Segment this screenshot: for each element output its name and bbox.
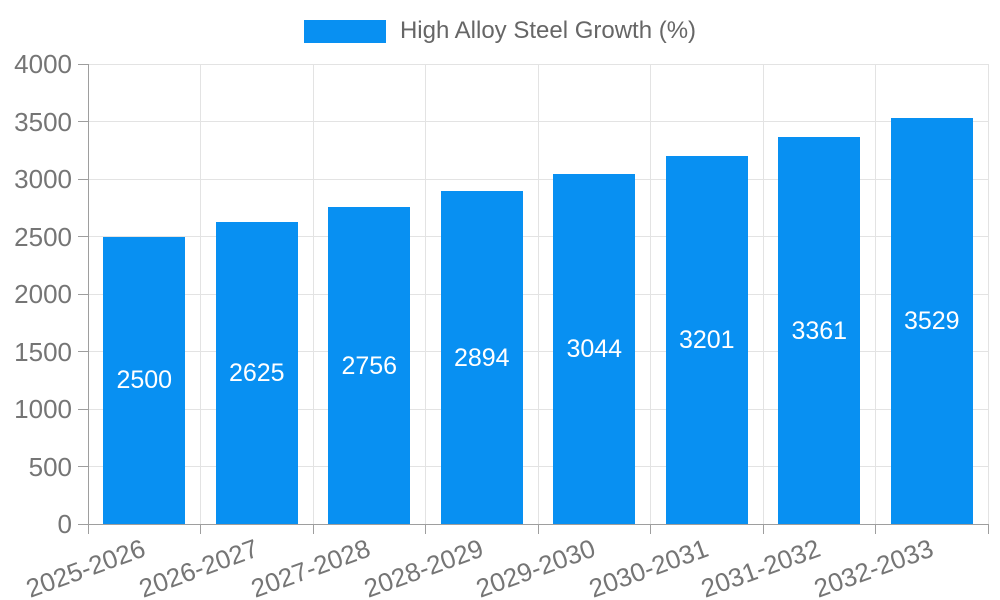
bar (215, 222, 298, 524)
y-tick-label: 2000 (14, 279, 72, 309)
x-axis-tick (200, 524, 201, 534)
y-axis-tick (78, 178, 88, 180)
bar-value-label: 2894 (453, 343, 510, 372)
bar (778, 137, 861, 524)
chart-legend: High Alloy Steel Growth (%) (0, 18, 1000, 44)
y-tick-label: 1000 (14, 394, 72, 424)
gridline-vertical (537, 64, 539, 524)
gridline-vertical (312, 64, 314, 524)
gridline-vertical (200, 64, 201, 524)
bar-value-label: 3044 (566, 334, 623, 363)
bar (665, 155, 748, 524)
y-axis-tick (78, 63, 88, 65)
x-axis-tick (312, 524, 314, 534)
y-axis-tick (78, 236, 88, 237)
bar (103, 236, 186, 524)
y-axis-tick (78, 408, 88, 410)
bar (328, 207, 411, 524)
y-tick-label: 0 (57, 509, 72, 539)
gridline-vertical (875, 64, 876, 524)
y-axis-tick (78, 523, 88, 525)
y-axis-tick (78, 293, 88, 295)
x-axis-tick (762, 524, 764, 534)
bar-value-label: 2756 (341, 351, 398, 380)
gridline-vertical (987, 64, 989, 524)
gridline-vertical (425, 64, 426, 524)
x-axis-tick (537, 524, 539, 534)
y-axis-tick (78, 121, 88, 122)
x-axis-tick (875, 524, 876, 534)
y-axis-tick (78, 466, 88, 467)
x-axis-tick (87, 524, 89, 534)
y-tick-label: 1500 (14, 336, 72, 367)
legend-swatch (303, 19, 386, 43)
bar (553, 173, 636, 524)
y-tick-label: 4000 (14, 49, 72, 79)
y-tick-label: 2500 (14, 221, 72, 252)
y-tick-label: 500 (28, 451, 72, 482)
gridline-vertical (762, 64, 764, 524)
y-axis-tick (78, 351, 88, 352)
bar (890, 118, 973, 524)
x-axis-tick (425, 524, 426, 534)
x-axis-tick (987, 524, 989, 534)
gridline-vertical (650, 64, 651, 524)
y-tick-label: 3500 (14, 106, 72, 137)
bar-value-label: 2625 (228, 359, 285, 388)
bar-value-label: 2500 (116, 366, 173, 395)
bar-value-label: 3529 (903, 307, 960, 336)
y-tick-label: 3000 (14, 164, 72, 194)
x-axis-tick (650, 524, 651, 534)
y-axis-line (87, 64, 89, 524)
bar (440, 191, 523, 524)
legend-label: High Alloy Steel Growth (%) (399, 17, 697, 44)
bar-value-label: 3201 (678, 325, 735, 354)
bar-value-label: 3361 (791, 316, 848, 345)
